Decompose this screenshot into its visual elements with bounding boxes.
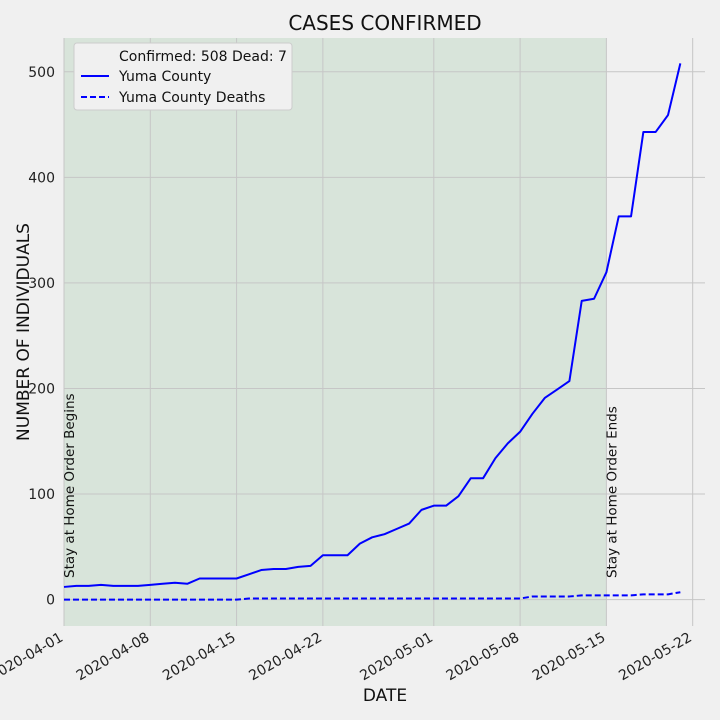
- annotation-label: Stay at Home Order Ends: [604, 406, 620, 578]
- y-tick-label: 500: [28, 65, 55, 81]
- series-lines: [63, 63, 682, 601]
- legend-header: Confirmed: 508 Dead: 7: [119, 49, 287, 65]
- x-axis-title: DATE: [363, 686, 407, 706]
- series-line-cases: [63, 63, 682, 588]
- y-tick-label: 0: [46, 593, 55, 609]
- y-tick-labels: 0 100 200 300 400 500: [28, 65, 55, 609]
- legend-label-deaths: Yuma County Deaths: [118, 90, 265, 106]
- y-axis-title: NUMBER OF INDIVIDUALS: [14, 223, 34, 441]
- legend-label-cases: Yuma County: [118, 69, 211, 85]
- annotations: Stay at Home Order Begins Stay at Home Or…: [62, 393, 620, 578]
- stay-at-home-shaded-region: [64, 38, 607, 626]
- series-line-deaths: [64, 591, 681, 601]
- y-tick-label: 400: [28, 170, 55, 186]
- y-tick-label: 100: [28, 487, 55, 503]
- legend-box: [73, 42, 293, 111]
- chart-title: CASES CONFIRMED: [288, 11, 481, 35]
- legend: Confirmed: 508 Dead: 7 Yuma County Yuma …: [73, 42, 293, 111]
- y-tick-label: 200: [28, 381, 55, 397]
- y-tick-label: 300: [28, 276, 55, 292]
- annotation-label: Stay at Home Order Begins: [62, 393, 78, 578]
